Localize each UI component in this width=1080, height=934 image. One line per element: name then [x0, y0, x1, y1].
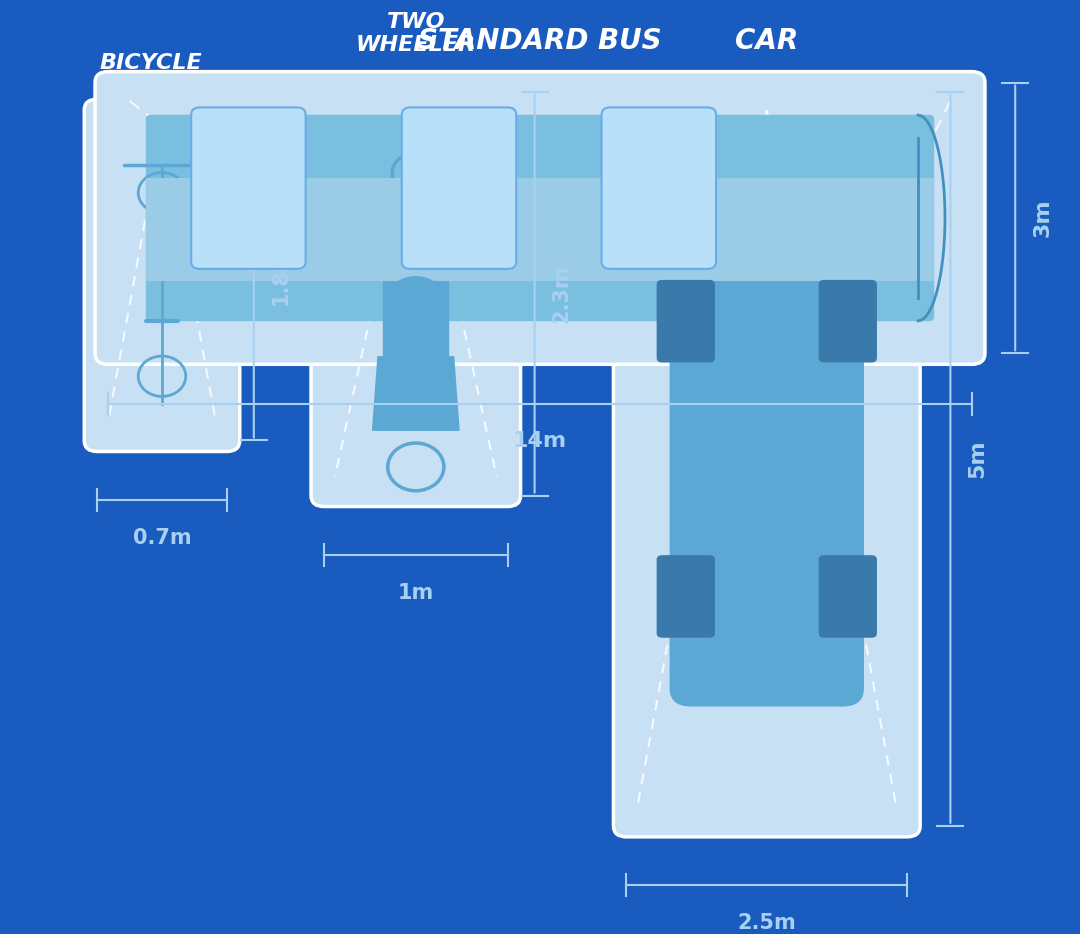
Polygon shape	[707, 293, 826, 367]
Polygon shape	[383, 265, 448, 357]
Text: CAR: CAR	[735, 27, 798, 55]
Polygon shape	[373, 357, 459, 431]
FancyBboxPatch shape	[657, 280, 715, 362]
Text: 1.8m: 1.8m	[271, 246, 291, 304]
FancyBboxPatch shape	[146, 115, 934, 321]
Text: 3m: 3m	[1032, 199, 1052, 237]
FancyBboxPatch shape	[402, 107, 516, 269]
FancyBboxPatch shape	[670, 211, 864, 706]
Text: 2.5m: 2.5m	[738, 913, 796, 933]
Text: 1m: 1m	[397, 583, 434, 602]
FancyBboxPatch shape	[191, 107, 306, 269]
FancyBboxPatch shape	[657, 555, 715, 638]
FancyBboxPatch shape	[95, 72, 985, 364]
FancyBboxPatch shape	[613, 81, 920, 837]
Bar	[146, 178, 934, 281]
Text: 2.3m: 2.3m	[552, 264, 571, 323]
Text: 5m: 5m	[968, 440, 987, 478]
Text: 0.7m: 0.7m	[133, 528, 191, 547]
Text: 14m: 14m	[513, 432, 567, 451]
FancyBboxPatch shape	[819, 555, 877, 638]
Polygon shape	[707, 532, 826, 597]
Circle shape	[389, 205, 443, 251]
Text: BICYCLE: BICYCLE	[99, 53, 203, 74]
Text: STANDARD BUS: STANDARD BUS	[418, 27, 662, 55]
FancyBboxPatch shape	[311, 81, 521, 506]
Circle shape	[386, 276, 446, 328]
Text: TWO
WHEELER: TWO WHEELER	[355, 12, 476, 55]
FancyBboxPatch shape	[602, 107, 716, 269]
FancyBboxPatch shape	[819, 280, 877, 362]
FancyBboxPatch shape	[84, 99, 240, 451]
